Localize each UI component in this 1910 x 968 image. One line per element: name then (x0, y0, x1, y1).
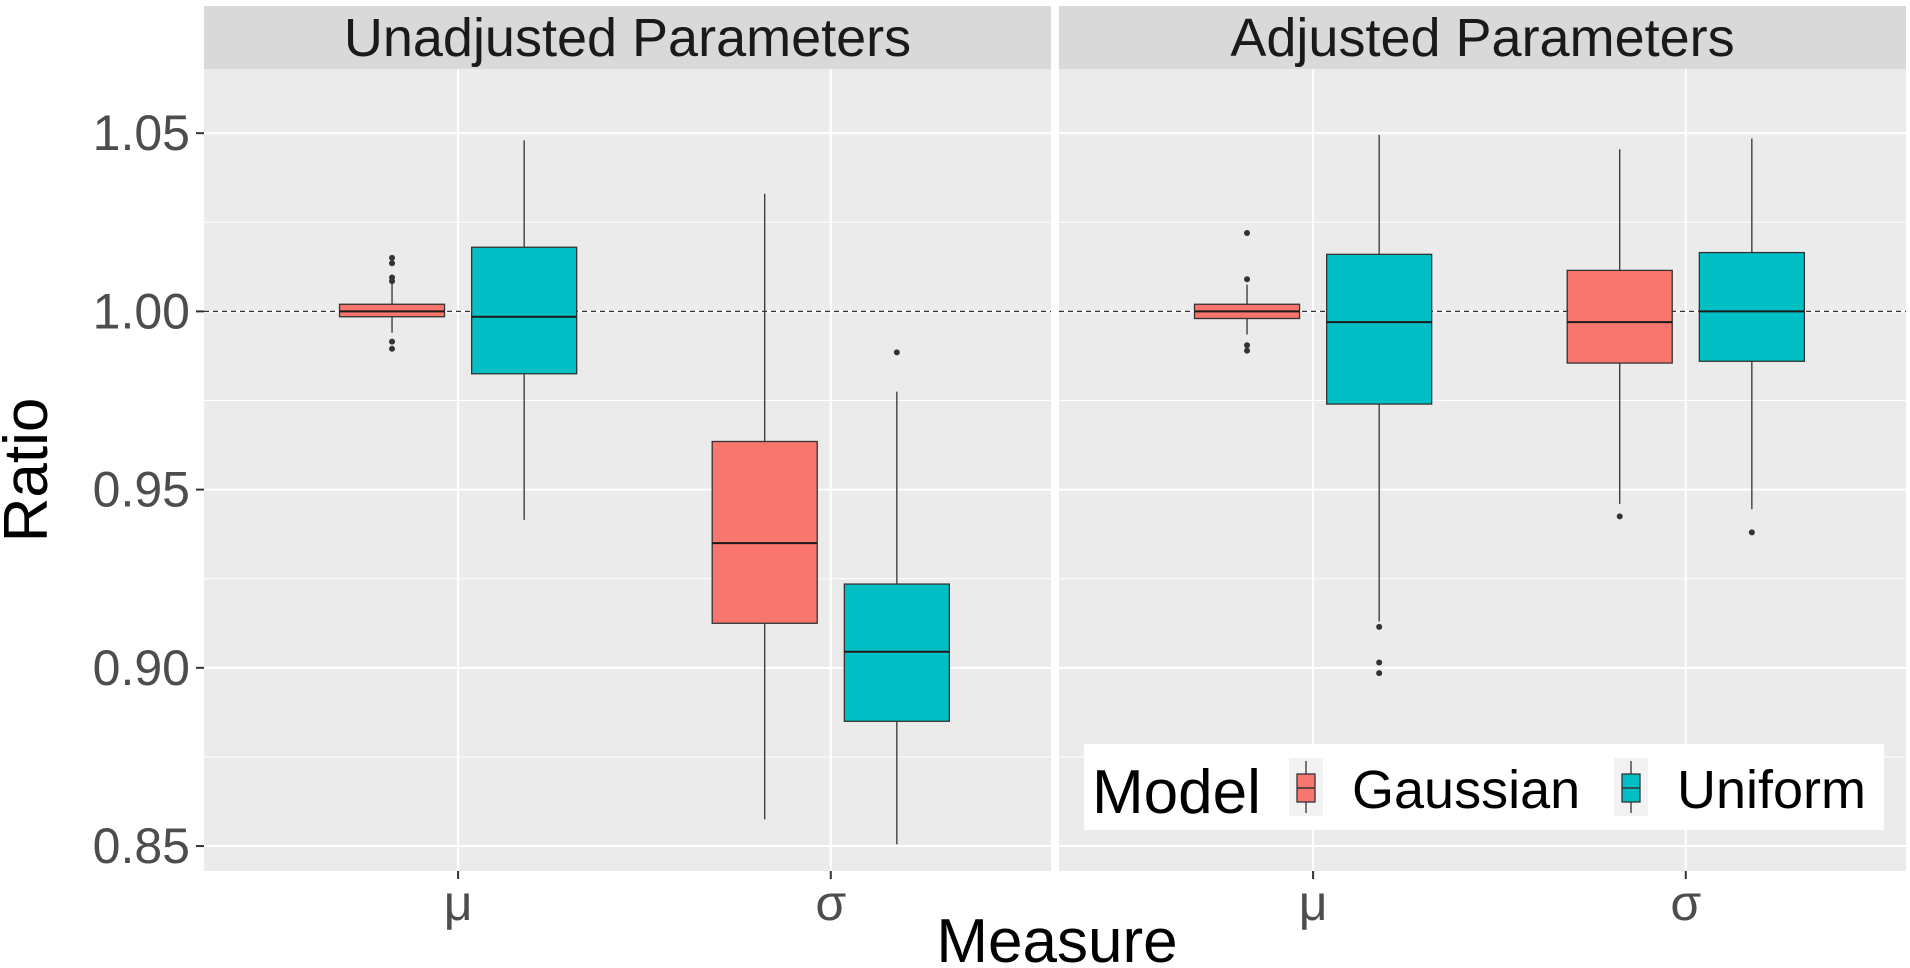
y-tick-label: 1.05 (93, 105, 190, 161)
legend-label-gaussian: Gaussian (1352, 760, 1580, 820)
box-sigma-uniform-iqr (1698, 251, 1806, 362)
box-mu-uniform (471, 140, 578, 520)
y-tick-label: 0.85 (93, 818, 190, 874)
box-mu-gaussian-outlier (389, 254, 396, 261)
box-sigma-gaussian (1566, 149, 1673, 520)
box-mu-gaussian-outlier (389, 338, 396, 345)
box-mu-gaussian-outlier (1244, 342, 1251, 349)
box-mu-uniform-outlier (1376, 659, 1383, 666)
panel-strip-unadjusted (204, 6, 1051, 69)
panel-unadjusted: Unadjusted Parameters (204, 6, 1051, 871)
panel-strip-adjusted (1059, 6, 1906, 69)
box-mu-uniform (1326, 134, 1433, 677)
box-sigma-uniform (843, 349, 951, 845)
panel-title-adjusted: Adjusted Parameters (1230, 8, 1734, 68)
panel-title-unadjusted: Unadjusted Parameters (344, 8, 911, 68)
legend: Model Gaussian Uniform (1084, 744, 1884, 830)
box-mu-gaussian-outlier (389, 345, 396, 352)
box-mu-uniform-outlier (1376, 623, 1383, 630)
box-mu-gaussian-outlier (389, 278, 396, 285)
x-axis-title: Measure (936, 907, 1177, 968)
box-sigma-gaussian-iqr (711, 440, 818, 624)
box-sigma-gaussian (711, 193, 818, 820)
box-mu-gaussian (338, 254, 446, 352)
x-tick-label-mu: μ (444, 875, 473, 931)
box-mu-gaussian (1193, 229, 1301, 354)
box-mu-gaussian-outlier (1244, 229, 1251, 236)
y-axis: 0.85 0.90 0.95 1.00 1.05 (93, 105, 204, 874)
box-mu-gaussian-outlier (1244, 347, 1251, 354)
box-mu-gaussian-outlier (1244, 276, 1251, 283)
legend-label-uniform: Uniform (1677, 760, 1866, 820)
panel-background-unadjusted (204, 69, 1051, 871)
box-mu-uniform-iqr (1326, 253, 1433, 405)
y-axis-title: Ratio (0, 398, 61, 543)
box-mu-uniform-iqr (471, 246, 578, 375)
box-sigma-uniform (1698, 138, 1806, 536)
legend-background (1084, 744, 1884, 830)
y-tick-label: 0.95 (93, 462, 190, 518)
boxes-adjusted (1193, 134, 1806, 677)
x-tick-label-mu: μ (1299, 875, 1328, 931)
box-sigma-uniform-outlier (893, 349, 900, 356)
box-sigma-uniform-outlier (1748, 529, 1755, 536)
boxes-unadjusted (338, 140, 951, 845)
legend-key-uniform (1614, 758, 1648, 816)
legend-key-gaussian (1289, 758, 1323, 816)
box-sigma-gaussian-iqr (1566, 269, 1673, 364)
box-mu-gaussian-outlier (389, 260, 396, 267)
y-tick-label: 0.90 (93, 640, 190, 696)
x-tick-label-sigma: σ (1670, 875, 1701, 931)
box-sigma-gaussian-outlier (1616, 513, 1623, 520)
x-tick-label-sigma: σ (815, 875, 846, 931)
panel-adjusted: Adjusted Parameters (1059, 6, 1906, 871)
legend-title: Model (1092, 758, 1261, 827)
y-tick-label: 1.00 (93, 283, 190, 339)
box-mu-uniform-outlier (1376, 670, 1383, 677)
panel-background-adjusted (1059, 69, 1906, 871)
